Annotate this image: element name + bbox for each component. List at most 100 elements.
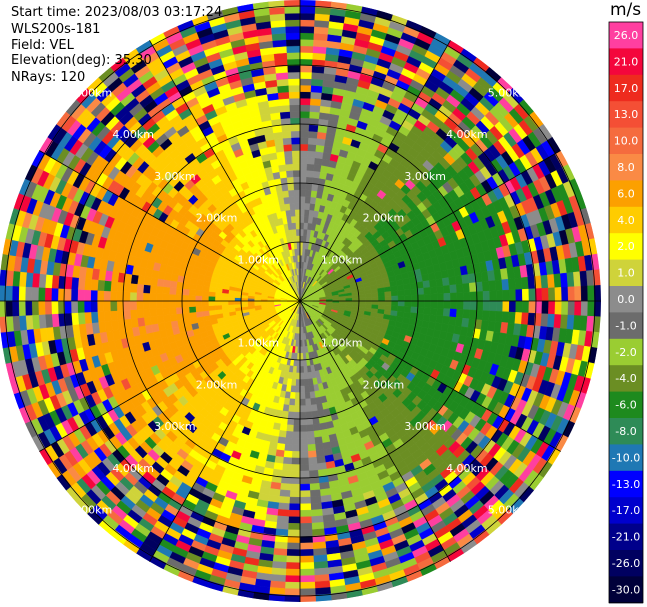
velocity-cell — [299, 189, 307, 197]
velocity-cell — [308, 384, 315, 393]
velocity-cell — [296, 359, 301, 367]
velocity-cell — [304, 391, 311, 400]
velocity-cell — [358, 300, 366, 305]
velocity-cell — [308, 456, 318, 465]
velocity-cell — [528, 300, 536, 314]
velocity-cell — [308, 124, 319, 133]
velocity-cell — [286, 424, 294, 432]
velocity-cell — [279, 423, 288, 432]
velocity-cell — [540, 274, 549, 289]
velocity-cell — [293, 241, 298, 250]
velocity-cell — [299, 444, 309, 452]
velocity-cell — [287, 522, 301, 531]
velocity-cell — [31, 286, 39, 302]
velocity-cell — [201, 290, 210, 297]
velocity-cell — [44, 300, 52, 315]
velocity-cell — [352, 297, 360, 302]
velocity-cell — [272, 39, 287, 48]
velocity-cell — [279, 482, 291, 491]
velocity-cell — [51, 274, 60, 289]
velocity-cell — [305, 411, 313, 419]
velocity-cell — [408, 276, 417, 284]
velocity-cell — [299, 346, 303, 354]
velocity-cell — [306, 437, 316, 445]
velocity-cell — [234, 303, 242, 309]
velocity-cell — [560, 314, 569, 330]
velocity-cell — [292, 424, 301, 433]
velocity-cell — [103, 290, 111, 302]
velocity-cell — [299, 97, 311, 106]
velocity-cell — [299, 130, 310, 138]
velocity-cell — [273, 52, 288, 61]
velocity-cell — [162, 300, 170, 309]
velocity-cell — [294, 196, 301, 204]
velocity-cell — [289, 111, 301, 119]
velocity-cell — [123, 291, 131, 302]
velocity-cell — [482, 290, 490, 302]
velocity-cell — [51, 287, 59, 302]
velocity-cell — [292, 156, 301, 164]
velocity-cell — [299, 137, 309, 145]
velocity-cell — [495, 290, 504, 302]
velocity-cell — [449, 308, 458, 318]
velocity-cell — [299, 163, 308, 171]
velocity-cell — [287, 529, 301, 537]
velocity-cell — [290, 209, 296, 217]
velocity-cell — [469, 291, 477, 302]
velocity-cell — [306, 430, 315, 439]
velocity-cell — [437, 300, 445, 309]
velocity-cell — [136, 309, 145, 319]
velocity-cell — [390, 290, 399, 297]
velocity-cell — [305, 176, 314, 185]
velocity-cell — [175, 300, 183, 308]
velocity-cell — [469, 300, 477, 311]
velocity-cell — [289, 483, 301, 491]
velocity-cell — [314, 436, 323, 445]
velocity-cell — [116, 291, 124, 302]
velocity-cell — [293, 183, 301, 191]
velocity-cell — [90, 311, 99, 324]
velocity-cell — [149, 292, 157, 302]
velocity-cell — [278, 496, 290, 504]
velocity-cell — [488, 280, 497, 292]
velocity-cell — [299, 202, 306, 210]
velocity-cell — [276, 442, 286, 451]
velocity-cell — [77, 300, 85, 313]
velocity-cell — [273, 541, 288, 550]
velocity-cell — [456, 292, 464, 302]
velocity-cell — [404, 300, 412, 308]
velocity-cell — [295, 379, 301, 387]
velocity-cell — [299, 45, 314, 53]
velocity-cell — [290, 477, 301, 485]
velocity-cell — [299, 542, 314, 550]
velocity-cell — [38, 273, 47, 288]
velocity-cell — [481, 310, 490, 322]
velocity-cell — [283, 450, 293, 459]
velocity-cell — [284, 437, 294, 445]
velocity-cell — [295, 215, 301, 223]
velocity-cell — [291, 444, 301, 452]
velocity-cell — [163, 314, 171, 323]
velocity-cell — [441, 315, 450, 325]
velocity-cell — [285, 562, 301, 570]
velocity-cell — [299, 183, 307, 191]
velocity-cell — [303, 365, 308, 374]
velocity-cell — [195, 300, 203, 307]
velocity-cell — [306, 157, 316, 165]
velocity-cell — [299, 411, 307, 419]
velocity-cell — [403, 306, 412, 313]
velocity-cell — [314, 157, 323, 166]
velocity-cell — [150, 315, 159, 325]
velocity-cell — [358, 297, 366, 302]
velocity-cell — [129, 300, 137, 311]
velocity-cell — [287, 71, 301, 80]
velocity-cell — [299, 379, 305, 387]
velocity-cell — [358, 293, 366, 299]
velocity-cell — [383, 286, 392, 293]
velocity-cell — [189, 311, 197, 319]
velocity-cell — [304, 398, 312, 406]
velocity-cell — [448, 276, 457, 286]
velocity-cell — [142, 292, 150, 302]
velocity-cell — [51, 313, 60, 328]
